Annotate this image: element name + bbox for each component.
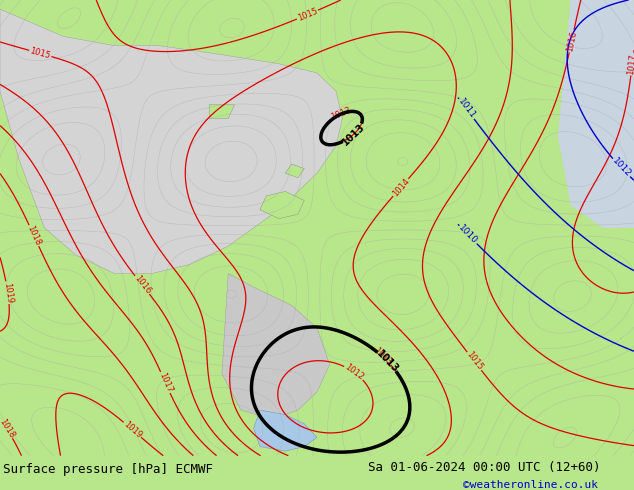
Polygon shape bbox=[0, 9, 342, 273]
Text: ©weatheronline.co.uk: ©weatheronline.co.uk bbox=[463, 480, 598, 490]
Text: 1012: 1012 bbox=[343, 363, 365, 382]
Text: Surface pressure [hPa] ECMWF: Surface pressure [hPa] ECMWF bbox=[3, 463, 213, 476]
Polygon shape bbox=[558, 0, 634, 228]
Text: 1018: 1018 bbox=[0, 417, 16, 440]
Text: 1017: 1017 bbox=[157, 371, 174, 394]
Polygon shape bbox=[254, 410, 317, 451]
Text: 1010: 1010 bbox=[456, 223, 479, 246]
Text: 1019: 1019 bbox=[122, 419, 143, 440]
Text: 1018: 1018 bbox=[25, 224, 42, 247]
Polygon shape bbox=[285, 164, 304, 178]
Text: 1013: 1013 bbox=[340, 121, 367, 147]
Text: 1013: 1013 bbox=[372, 346, 393, 367]
Text: 1014: 1014 bbox=[391, 176, 411, 198]
Polygon shape bbox=[209, 105, 235, 119]
Text: Sa 01-06-2024 00:00 UTC (12+60): Sa 01-06-2024 00:00 UTC (12+60) bbox=[368, 461, 600, 474]
Text: 1012: 1012 bbox=[610, 156, 633, 179]
Text: 1011: 1011 bbox=[456, 97, 477, 121]
Polygon shape bbox=[260, 192, 304, 219]
Text: 1013: 1013 bbox=[330, 106, 353, 122]
Text: 1015: 1015 bbox=[29, 46, 51, 61]
Polygon shape bbox=[222, 273, 330, 419]
Text: 1015: 1015 bbox=[296, 6, 319, 23]
Text: 1013: 1013 bbox=[374, 348, 400, 374]
Text: 1015: 1015 bbox=[464, 350, 484, 372]
Text: 1016: 1016 bbox=[132, 274, 152, 296]
Text: 1019: 1019 bbox=[2, 282, 14, 304]
Text: 1017: 1017 bbox=[626, 53, 634, 75]
Text: 1016: 1016 bbox=[565, 30, 578, 52]
